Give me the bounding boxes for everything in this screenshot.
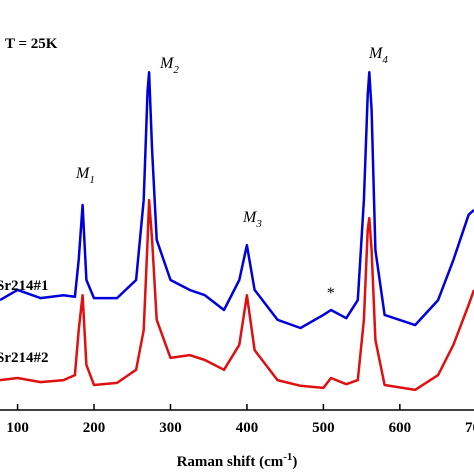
x-label-text: Raman shift (cm [177,454,284,470]
peak-annotation: M3 [242,209,262,230]
annotation-text: M [368,45,384,62]
annotation-sub: 3 [255,218,262,230]
x-tick-label: 300 [159,420,182,436]
peak-annotation: M4 [368,45,388,66]
x-tick-label: 600 [389,420,412,436]
condition-label: T = 25K [5,36,58,52]
x-tick-label: 500 [312,420,335,436]
x-tick-label: 700 [465,420,474,436]
peak-annotation: M2 [159,55,179,76]
spectrum-line [0,70,474,330]
annotation-sub: 4 [382,54,388,66]
annotation-text: M [159,55,175,72]
spectrum-line [0,198,474,392]
annotation-text: M [242,209,258,226]
x-tick-label: 400 [236,420,259,436]
annotation-text: M [75,165,91,182]
x-label-sup: -1 [283,451,292,463]
annotation-text: * [326,285,334,302]
annotation-sub: 1 [89,174,95,186]
peak-annotation: M1 [75,165,95,186]
peak-annotation: * [326,285,334,302]
x-tick-label: 200 [83,420,106,436]
x-label-tail: ) [292,454,297,470]
annotation-sub: 2 [173,64,179,76]
x-tick-label: 100 [6,420,29,436]
series-label: Sr214#1 [0,278,49,294]
series-label: Sr214#2 [0,350,49,366]
x-axis-label: Raman shift (cm-1) [177,451,298,470]
